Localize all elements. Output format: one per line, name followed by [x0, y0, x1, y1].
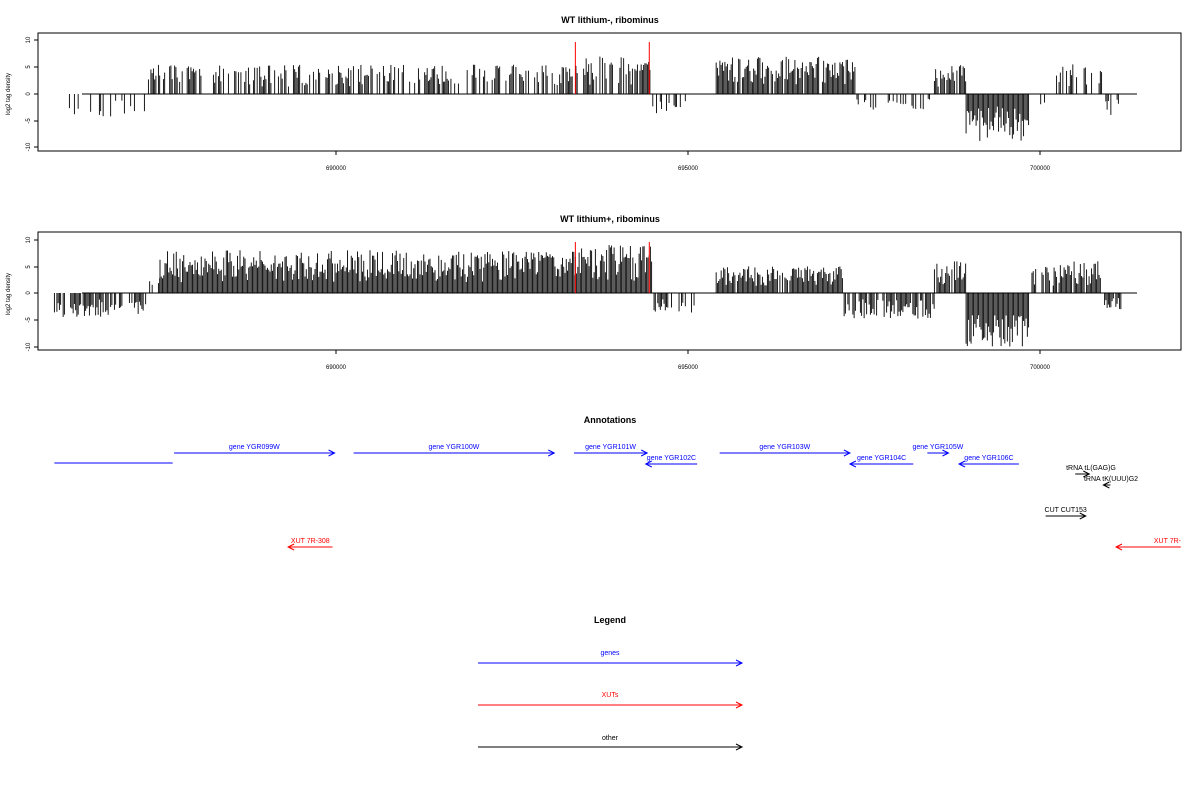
x-tick-label: 690000 — [326, 365, 347, 371]
y-tick-label: -10 — [26, 342, 32, 351]
feature-label: CUT CUT153 — [1045, 507, 1087, 514]
feature-label: gene YGR106C — [964, 455, 1013, 462]
annotation-feature: XUT 7R- — [1114, 538, 1182, 551]
annotation-feature: gene YGR105W — [912, 444, 964, 457]
arrowhead-icon — [735, 743, 744, 751]
arrowhead-icon — [640, 449, 649, 457]
annotation-feature: gene YGR106C — [957, 455, 1019, 468]
feature-label: gene YGR100W — [428, 444, 479, 451]
feature-label: tRNA tK(UUU)G2 — [1084, 476, 1138, 483]
panel-title: WT lithium-, ribominus — [561, 15, 659, 25]
y-axis-label: log2 tag density — [6, 273, 12, 315]
arrowhead-icon — [957, 460, 966, 468]
signal-bars — [68, 56, 1119, 141]
legend-entry-other: other — [478, 735, 744, 751]
arrowhead-icon — [848, 460, 857, 468]
arrowhead-icon — [328, 449, 336, 457]
signal-panel-lithium-minus: WT lithium-, ribominus log2 tag density … — [6, 15, 1182, 172]
feature-label: XUT 7R-308 — [291, 538, 330, 545]
legend: Legend genes XUTs other — [478, 615, 744, 751]
arrowhead-icon — [1114, 543, 1123, 551]
annotation-feature: gene YGR102C — [644, 455, 698, 468]
marker-lines — [574, 242, 650, 293]
legend-entry-xuts: XUTs — [478, 692, 744, 709]
y-tick-label: 0 — [26, 291, 32, 295]
legend-label: genes — [600, 650, 620, 657]
arrowhead-icon — [548, 449, 556, 457]
feature-label: gene YGR099W — [229, 444, 280, 451]
legend-entry-genes: genes — [478, 650, 744, 667]
x-axis: 690000 695000 700000 — [326, 350, 1051, 371]
y-tick-label: 10 — [26, 236, 32, 243]
annotation-feature: tRNA tK(UUU)G2 — [1084, 476, 1138, 489]
y-tick-label: 5 — [26, 65, 32, 69]
x-tick-label: 695000 — [678, 166, 699, 172]
legend-label: XUTs — [602, 692, 619, 699]
legend-label: other — [602, 735, 619, 742]
y-tick-label: -5 — [26, 317, 32, 323]
marker-lines — [574, 42, 650, 94]
y-axis-label: log2 tag density — [6, 73, 12, 115]
feature-label: gene YGR102C — [647, 455, 696, 462]
feature-label: gene YGR101W — [585, 444, 636, 451]
annotation-features: gene YGR099W gene YGR100W gene YGR101W gene… — [54, 444, 1182, 551]
arrowhead-icon — [735, 659, 744, 667]
arrowhead-icon — [843, 449, 852, 457]
arrowhead-icon — [1083, 470, 1091, 478]
y-tick-label: 5 — [26, 265, 32, 269]
annotation-feature: gene YGR101W — [573, 444, 649, 457]
x-tick-label: 695000 — [678, 365, 699, 371]
feature-label: gene YGR105W — [912, 444, 963, 451]
x-axis: 690000 695000 700000 — [326, 151, 1051, 172]
feature-label: XUT 7R- — [1154, 538, 1182, 545]
annotations-title: Annotations — [584, 415, 637, 425]
panel-title: WT lithium+, ribominus — [560, 214, 660, 224]
annotation-feature: gene YGR099W — [174, 444, 336, 457]
annotation-feature: gene YGR103W — [719, 444, 852, 457]
x-tick-label: 690000 — [326, 166, 347, 172]
y-axis: 10 5 0 -5 -10 — [26, 236, 39, 351]
signal-panel-lithium-plus: WT lithium+, ribominus log2 tag density … — [6, 214, 1182, 371]
annotation-feature: gene YGR100W — [353, 444, 556, 457]
feature-label: gene YGR104C — [857, 455, 906, 462]
annotations-track: Annotations gene YGR099W gene YGR100W gene… — [54, 415, 1182, 551]
y-axis: 10 5 0 -5 -10 — [26, 36, 39, 151]
x-tick-label: 700000 — [1030, 166, 1051, 172]
signal-bars — [53, 245, 1122, 347]
feature-label: gene YGR103W — [759, 444, 810, 451]
x-tick-label: 700000 — [1030, 365, 1051, 371]
arrowhead-icon — [1102, 481, 1110, 489]
feature-label: tRNA tL(GAG)G — [1066, 465, 1116, 472]
y-tick-label: 10 — [26, 36, 32, 43]
arrowhead-icon — [735, 701, 744, 709]
legend-title: Legend — [594, 615, 626, 625]
y-tick-label: -5 — [26, 118, 32, 124]
y-tick-label: 0 — [26, 92, 32, 96]
arrowhead-icon — [287, 543, 295, 551]
y-tick-label: -10 — [26, 142, 32, 151]
annotation-feature: XUT 7R-308 — [287, 538, 333, 551]
arrowhead-icon — [644, 460, 652, 468]
annotation-feature: CUT CUT153 — [1045, 507, 1087, 520]
annotation-feature: gene YGR104C — [848, 455, 914, 468]
arrowhead-icon — [1079, 512, 1087, 520]
annotation-feature: tRNA tL(GAG)G — [1066, 465, 1116, 478]
arrowhead-icon — [942, 449, 950, 457]
